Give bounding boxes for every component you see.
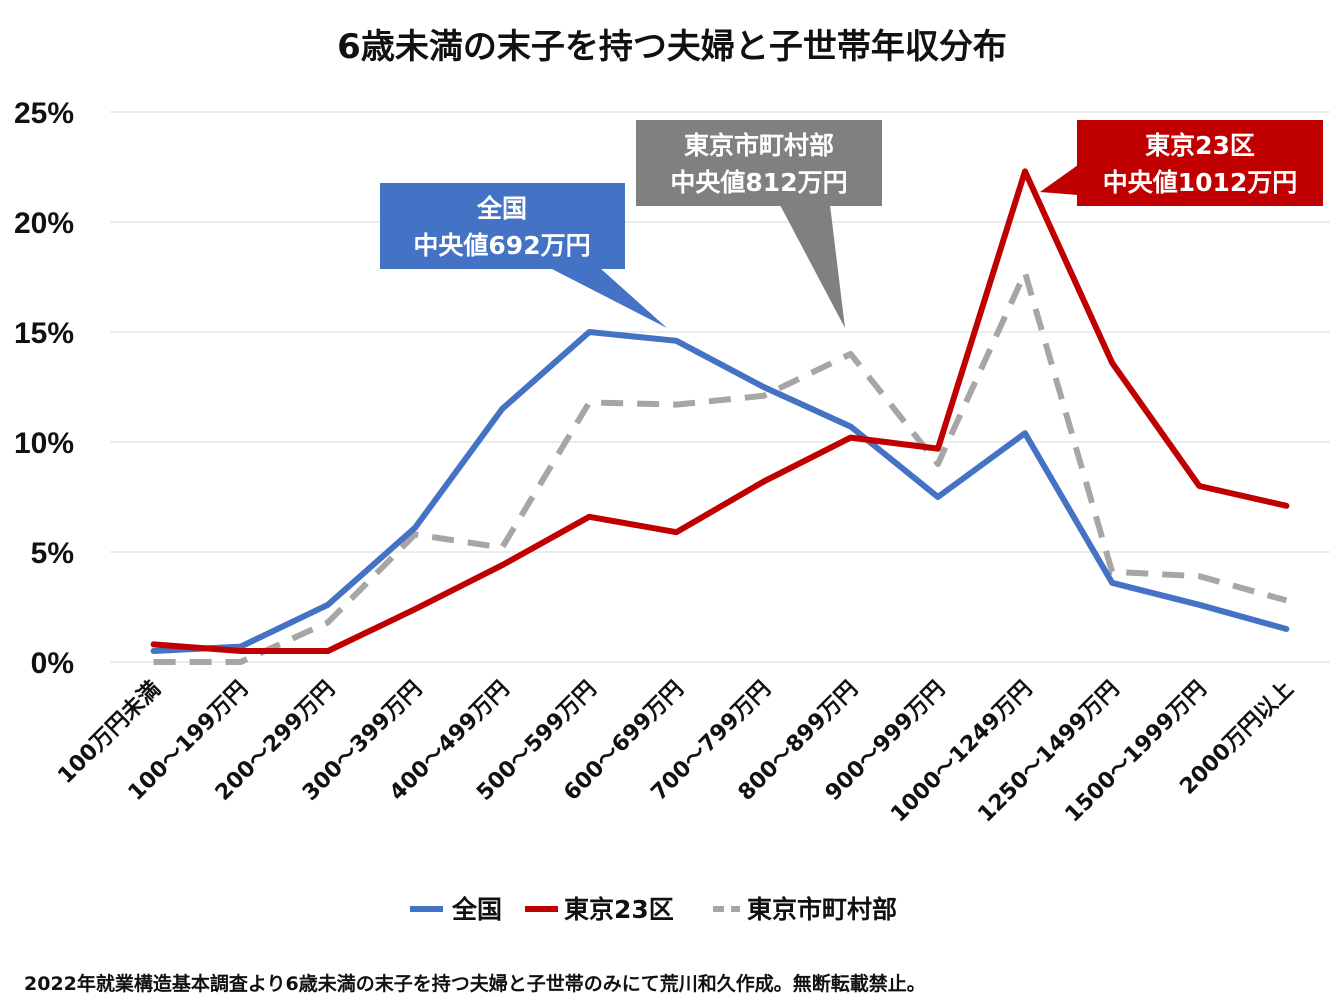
x-axis-ticks: 100万円未満100～199万円200～299万円300～399万円400～49…	[53, 676, 1299, 828]
legend-label-tokyo-municipal: 東京市町村部	[747, 895, 897, 924]
legend-item-tokyo-municipal: 東京市町村部	[713, 895, 897, 924]
callout-tokyo-23wards-line1: 東京23区	[1145, 131, 1255, 160]
y-tick-label: 0%	[31, 647, 74, 680]
callout-tokyo-municipal-box	[636, 120, 882, 206]
callout-tokyo-23wards-line2: 中央値1012万円	[1103, 168, 1298, 197]
callout-national-pointer	[550, 268, 667, 328]
footnote: 2022年就業構造基本調査より6歳未満の末子を持つ夫婦と子世帯のみにて荒川和久作…	[24, 972, 926, 995]
callout-tokyo-municipal: 東京市町村部 中央値812万円	[636, 120, 882, 328]
y-tick-label: 5%	[31, 537, 74, 570]
callout-tokyo-municipal-line2: 中央値812万円	[670, 168, 847, 197]
callout-national-line2: 中央値692万円	[413, 231, 590, 260]
callout-tokyo-municipal-pointer	[780, 205, 845, 328]
gridlines	[110, 111, 1330, 663]
y-tick-label: 25%	[14, 97, 74, 130]
legend-label-tokyo-23wards: 東京23区	[564, 895, 674, 924]
callout-tokyo-23wards-pointer	[1040, 165, 1078, 195]
callout-national: 全国 中央値692万円	[380, 183, 667, 328]
y-tick-label: 10%	[14, 427, 74, 460]
callout-national-box	[380, 183, 625, 269]
callout-tokyo-municipal-line1: 東京市町村部	[684, 131, 834, 160]
callout-tokyo-23wards: 東京23区 中央値1012万円	[1040, 120, 1323, 206]
series-line-tokyo-23wards	[150, 168, 1290, 654]
callout-tokyo-23wards-box	[1077, 120, 1323, 206]
legend-item-tokyo-23wards: 東京23区	[525, 895, 674, 924]
callout-national-line1: 全国	[476, 194, 527, 223]
legend-label-national: 全国	[451, 895, 502, 924]
series-line-national	[150, 329, 1290, 654]
legend-item-national: 全国	[410, 895, 502, 924]
series-line-tokyo-municipal	[153, 269, 1288, 665]
legend: 全国 東京23区 東京市町村部	[410, 895, 897, 924]
y-axis-ticks: 0% 5% 10% 15% 20% 25%	[14, 97, 74, 680]
chart-title: 6歳未満の末子を持つ夫婦と子世帯年収分布	[337, 27, 1007, 67]
y-tick-label: 20%	[14, 207, 74, 240]
series-lines	[150, 168, 1290, 665]
y-tick-label: 15%	[14, 317, 74, 350]
